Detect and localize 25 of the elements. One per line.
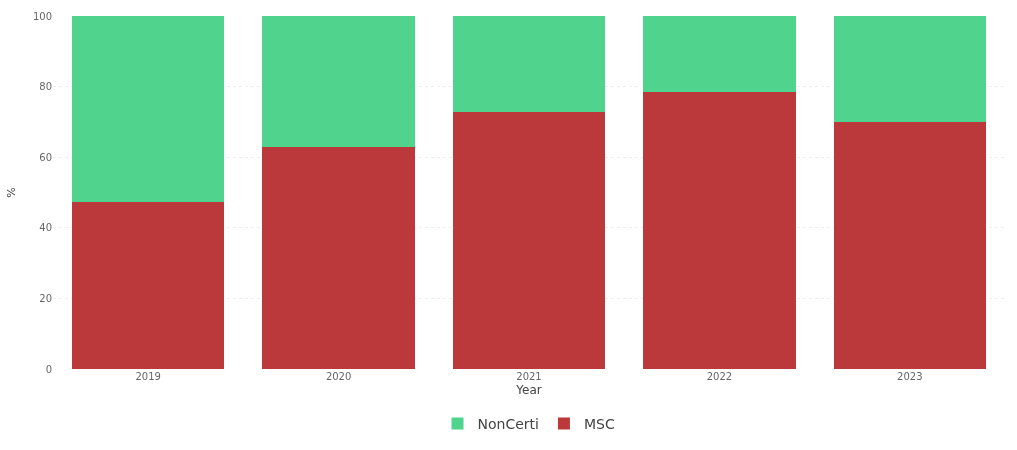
y-tick-label: 20 xyxy=(39,292,52,304)
x-tick-label: 2022 xyxy=(706,371,733,382)
y-tick-label: 60 xyxy=(39,151,52,163)
x-axis-title: Year xyxy=(515,382,542,397)
bar xyxy=(833,16,986,122)
bar xyxy=(72,16,225,202)
bar xyxy=(452,16,606,112)
y-axis-title: % xyxy=(4,187,18,198)
legend-label: NonCerti xyxy=(477,415,539,432)
bar xyxy=(643,16,796,92)
legend-label: MSC xyxy=(583,415,615,432)
y-tick-label: 80 xyxy=(39,81,52,93)
bar xyxy=(72,201,225,369)
bar xyxy=(833,121,986,369)
bar xyxy=(452,111,606,369)
y-tick-label: 100 xyxy=(32,10,52,22)
bar xyxy=(262,16,415,148)
y-tick-label: 40 xyxy=(39,222,52,234)
x-tick-label: 2021 xyxy=(516,371,542,382)
y-tick-label: 0 xyxy=(45,363,52,375)
bar xyxy=(643,91,796,369)
x-tick-label: 2023 xyxy=(897,371,923,382)
x-tick-label: 2020 xyxy=(325,371,352,382)
x-tick-label: 2019 xyxy=(135,371,161,382)
bar xyxy=(262,147,415,369)
